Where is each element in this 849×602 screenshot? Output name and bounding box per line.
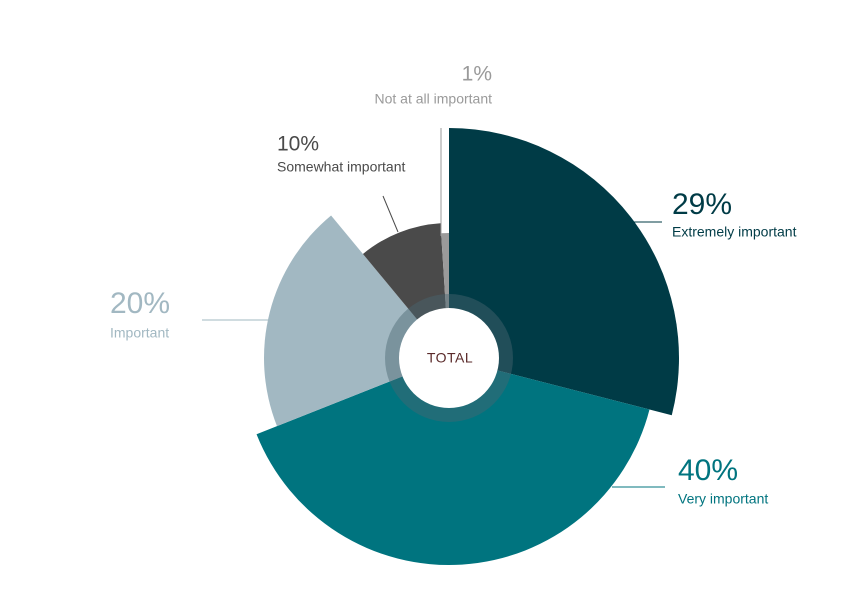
slice	[449, 128, 679, 416]
category-label: Important	[110, 325, 169, 341]
category-label: Very important	[678, 491, 768, 507]
center-disc	[399, 308, 499, 408]
value-label: 29%	[672, 188, 732, 221]
category-label: Not at all important	[375, 91, 493, 107]
slice	[256, 358, 650, 565]
center-label: TOTAL	[427, 350, 473, 366]
category-label: Somewhat important	[277, 159, 406, 175]
leader-line	[382, 195, 399, 233]
category-label: Extremely important	[672, 224, 797, 240]
value-label: 10%	[277, 133, 319, 156]
value-label: 20%	[110, 287, 170, 320]
value-label: 1%	[462, 63, 492, 86]
value-label: 40%	[678, 454, 738, 487]
